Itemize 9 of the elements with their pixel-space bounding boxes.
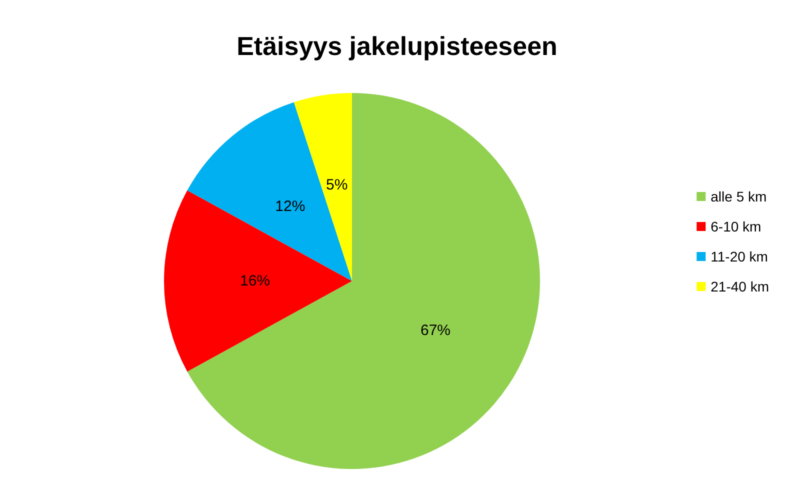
data-label: 5% bbox=[326, 176, 348, 194]
data-label: 12% bbox=[275, 198, 306, 215]
legend-label: 21-40 km bbox=[710, 278, 769, 294]
chart-title: Etäisyys jakelupisteeseen bbox=[236, 31, 558, 61]
legend-label: alle 5 km bbox=[710, 188, 767, 204]
legend-label: 11-20 km bbox=[710, 248, 768, 264]
legend-label: 6-10 km bbox=[710, 218, 762, 234]
data-label: 67% bbox=[420, 322, 451, 339]
data-label: 16% bbox=[240, 272, 270, 290]
